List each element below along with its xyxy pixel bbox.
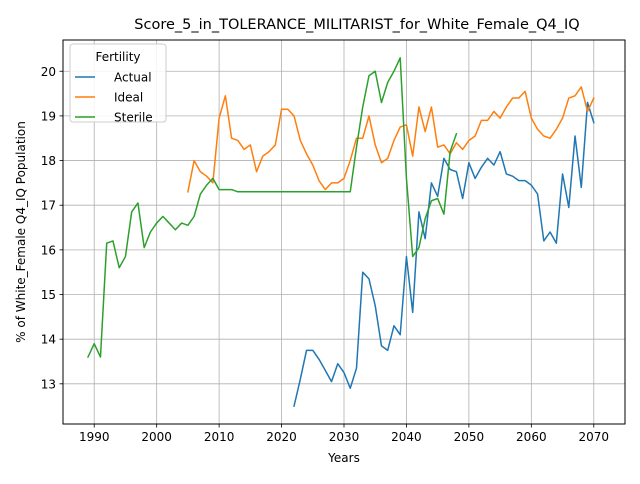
chart-title: Score_5_in_TOLERANCE_MILITARIST_for_Whit… (134, 17, 579, 33)
y-tick-label: 17 (41, 199, 56, 213)
x-tick-label: 2030 (329, 430, 360, 444)
x-tick-label: 2050 (454, 430, 485, 444)
legend-label-actual: Actual (114, 71, 152, 85)
y-tick-label: 14 (41, 333, 56, 347)
y-tick-label: 15 (41, 288, 56, 302)
x-tick-label: 2020 (266, 430, 297, 444)
x-tick-label: 2040 (391, 430, 422, 444)
x-tick-label: 1990 (79, 430, 110, 444)
y-tick-label: 16 (41, 243, 56, 257)
x-tick-label: 2070 (579, 430, 610, 444)
legend: Fertility Actual Ideal Sterile (69, 43, 167, 125)
x-tick-label: 2060 (516, 430, 547, 444)
legend-label-sterile: Sterile (114, 111, 153, 125)
x-tick-label: 2010 (204, 430, 235, 444)
y-tick-label: 20 (41, 65, 56, 79)
y-axis-ticks: 13 14 15 16 17 18 19 20 (41, 65, 63, 391)
grid-lines (63, 40, 625, 424)
legend-title: Fertility (95, 50, 140, 64)
legend-box (69, 43, 167, 123)
y-axis-label: % of White_Female Q4_IQ Population (14, 121, 28, 343)
x-tick-label: 2000 (141, 430, 172, 444)
legend-label-ideal: Ideal (114, 91, 143, 105)
x-axis-label: Years (327, 451, 360, 465)
series-line-sterile (86, 57, 458, 359)
series-lines (86, 57, 595, 408)
series-line-ideal (187, 86, 595, 193)
y-tick-label: 18 (41, 154, 56, 168)
y-tick-label: 13 (41, 377, 56, 391)
series-line-actual (293, 101, 595, 408)
y-tick-label: 19 (41, 109, 56, 123)
x-axis-ticks: 1990 2000 2010 2020 2030 2040 2050 2060 2070 (79, 424, 609, 444)
